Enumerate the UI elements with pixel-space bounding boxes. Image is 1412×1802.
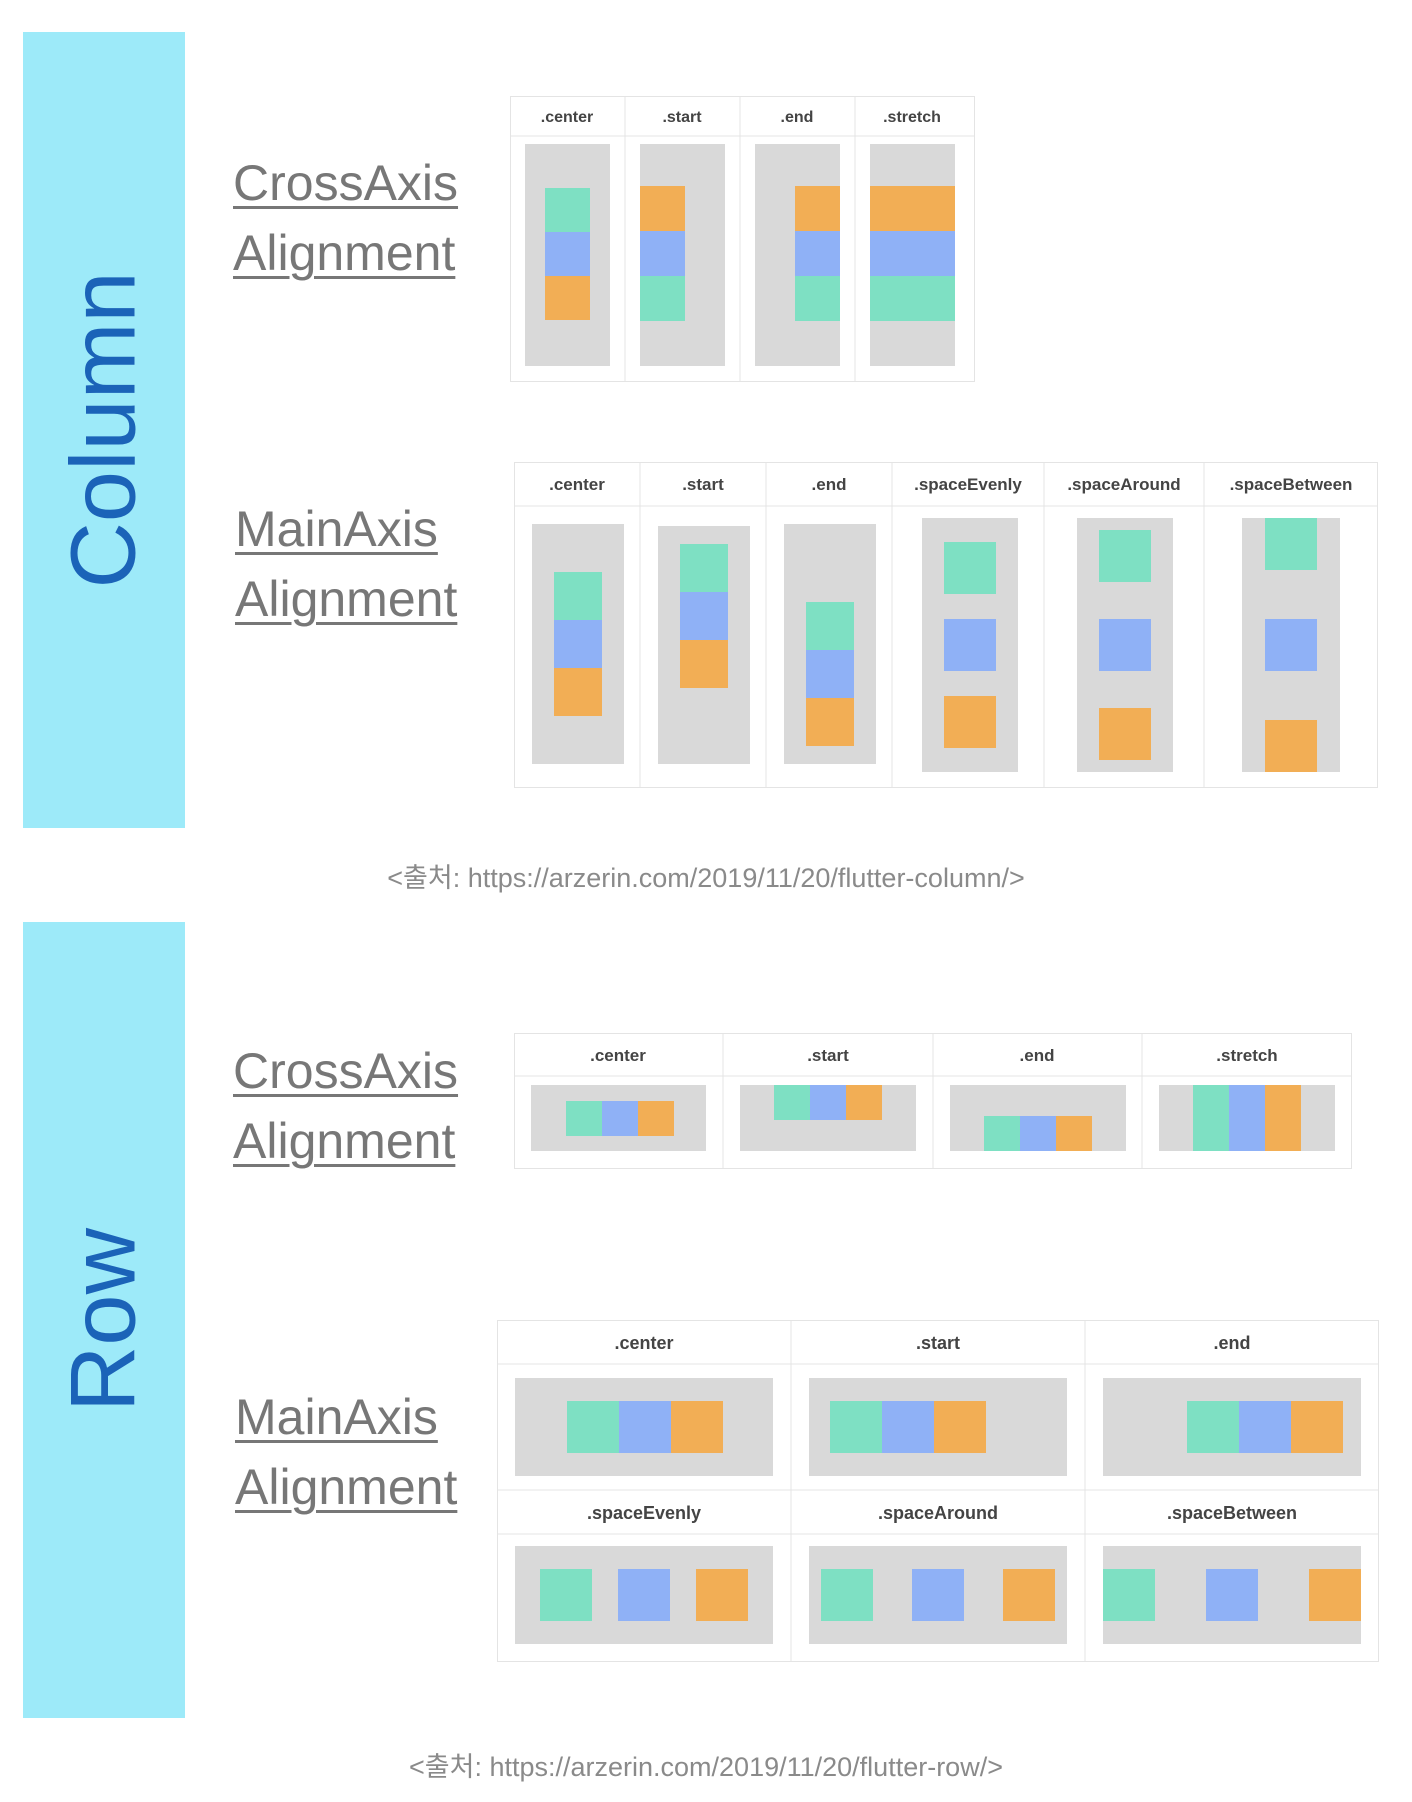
row-main-header-center: .center <box>614 1333 673 1353</box>
column-crossaxis-diagram: .center .start .end .stretch <box>510 96 975 382</box>
col-cross-header-end: .end <box>781 109 814 126</box>
col-cross-header-stretch: .stretch <box>883 109 941 126</box>
column-side-title: Column <box>52 271 155 589</box>
column-mainaxis-label: MainAxis Alignment <box>235 501 458 627</box>
row-crossaxis-diagram: .center .start .end .stretch <box>514 1033 1352 1169</box>
col-main-header-spacearound: .spaceAround <box>1067 475 1180 494</box>
row-side-title: Row <box>52 1227 155 1413</box>
row-mainaxis-label: MainAxis Alignment <box>235 1389 458 1515</box>
row-main-header-spaceevenly: .spaceEvenly <box>587 1503 701 1523</box>
row-cross-header-center: .center <box>590 1046 646 1065</box>
row-sidebar: Row <box>23 922 185 1718</box>
row-cross-header-start: .start <box>807 1046 849 1065</box>
col-main-header-spacebetween: .spaceBetween <box>1230 475 1353 494</box>
col-main-header-center: .center <box>549 475 605 494</box>
column-mainaxis-diagram: .center .start .end .spaceEvenly .spaceA… <box>514 462 1378 788</box>
column-source-caption: <출처: https://arzerin.com/2019/11/20/flut… <box>387 863 1025 893</box>
column-crossaxis-label: CrossAxis Alignment <box>233 155 459 281</box>
row-main-header-spacearound: .spaceAround <box>878 1503 998 1523</box>
row-cross-header-stretch: .stretch <box>1216 1046 1277 1065</box>
row-cross-header-end: .end <box>1020 1046 1055 1065</box>
row-crossaxis-label: CrossAxis Alignment <box>233 1043 459 1169</box>
row-main-header-end: .end <box>1213 1333 1250 1353</box>
col-cross-header-center: .center <box>541 109 593 126</box>
row-main-header-start: .start <box>916 1333 960 1353</box>
col-cross-header-start: .start <box>662 109 702 126</box>
col-main-header-end: .end <box>812 475 847 494</box>
column-sidebar: Column <box>23 32 185 828</box>
row-mainaxis-diagram: .center .start .end .spaceEvenly .spaceA… <box>497 1320 1379 1662</box>
row-source-caption: <출처: https://arzerin.com/2019/11/20/flut… <box>409 1752 1003 1782</box>
col-main-header-start: .start <box>682 475 724 494</box>
col-main-header-spaceevenly: .spaceEvenly <box>914 475 1022 494</box>
row-main-header-spacebetween: .spaceBetween <box>1167 1503 1297 1523</box>
